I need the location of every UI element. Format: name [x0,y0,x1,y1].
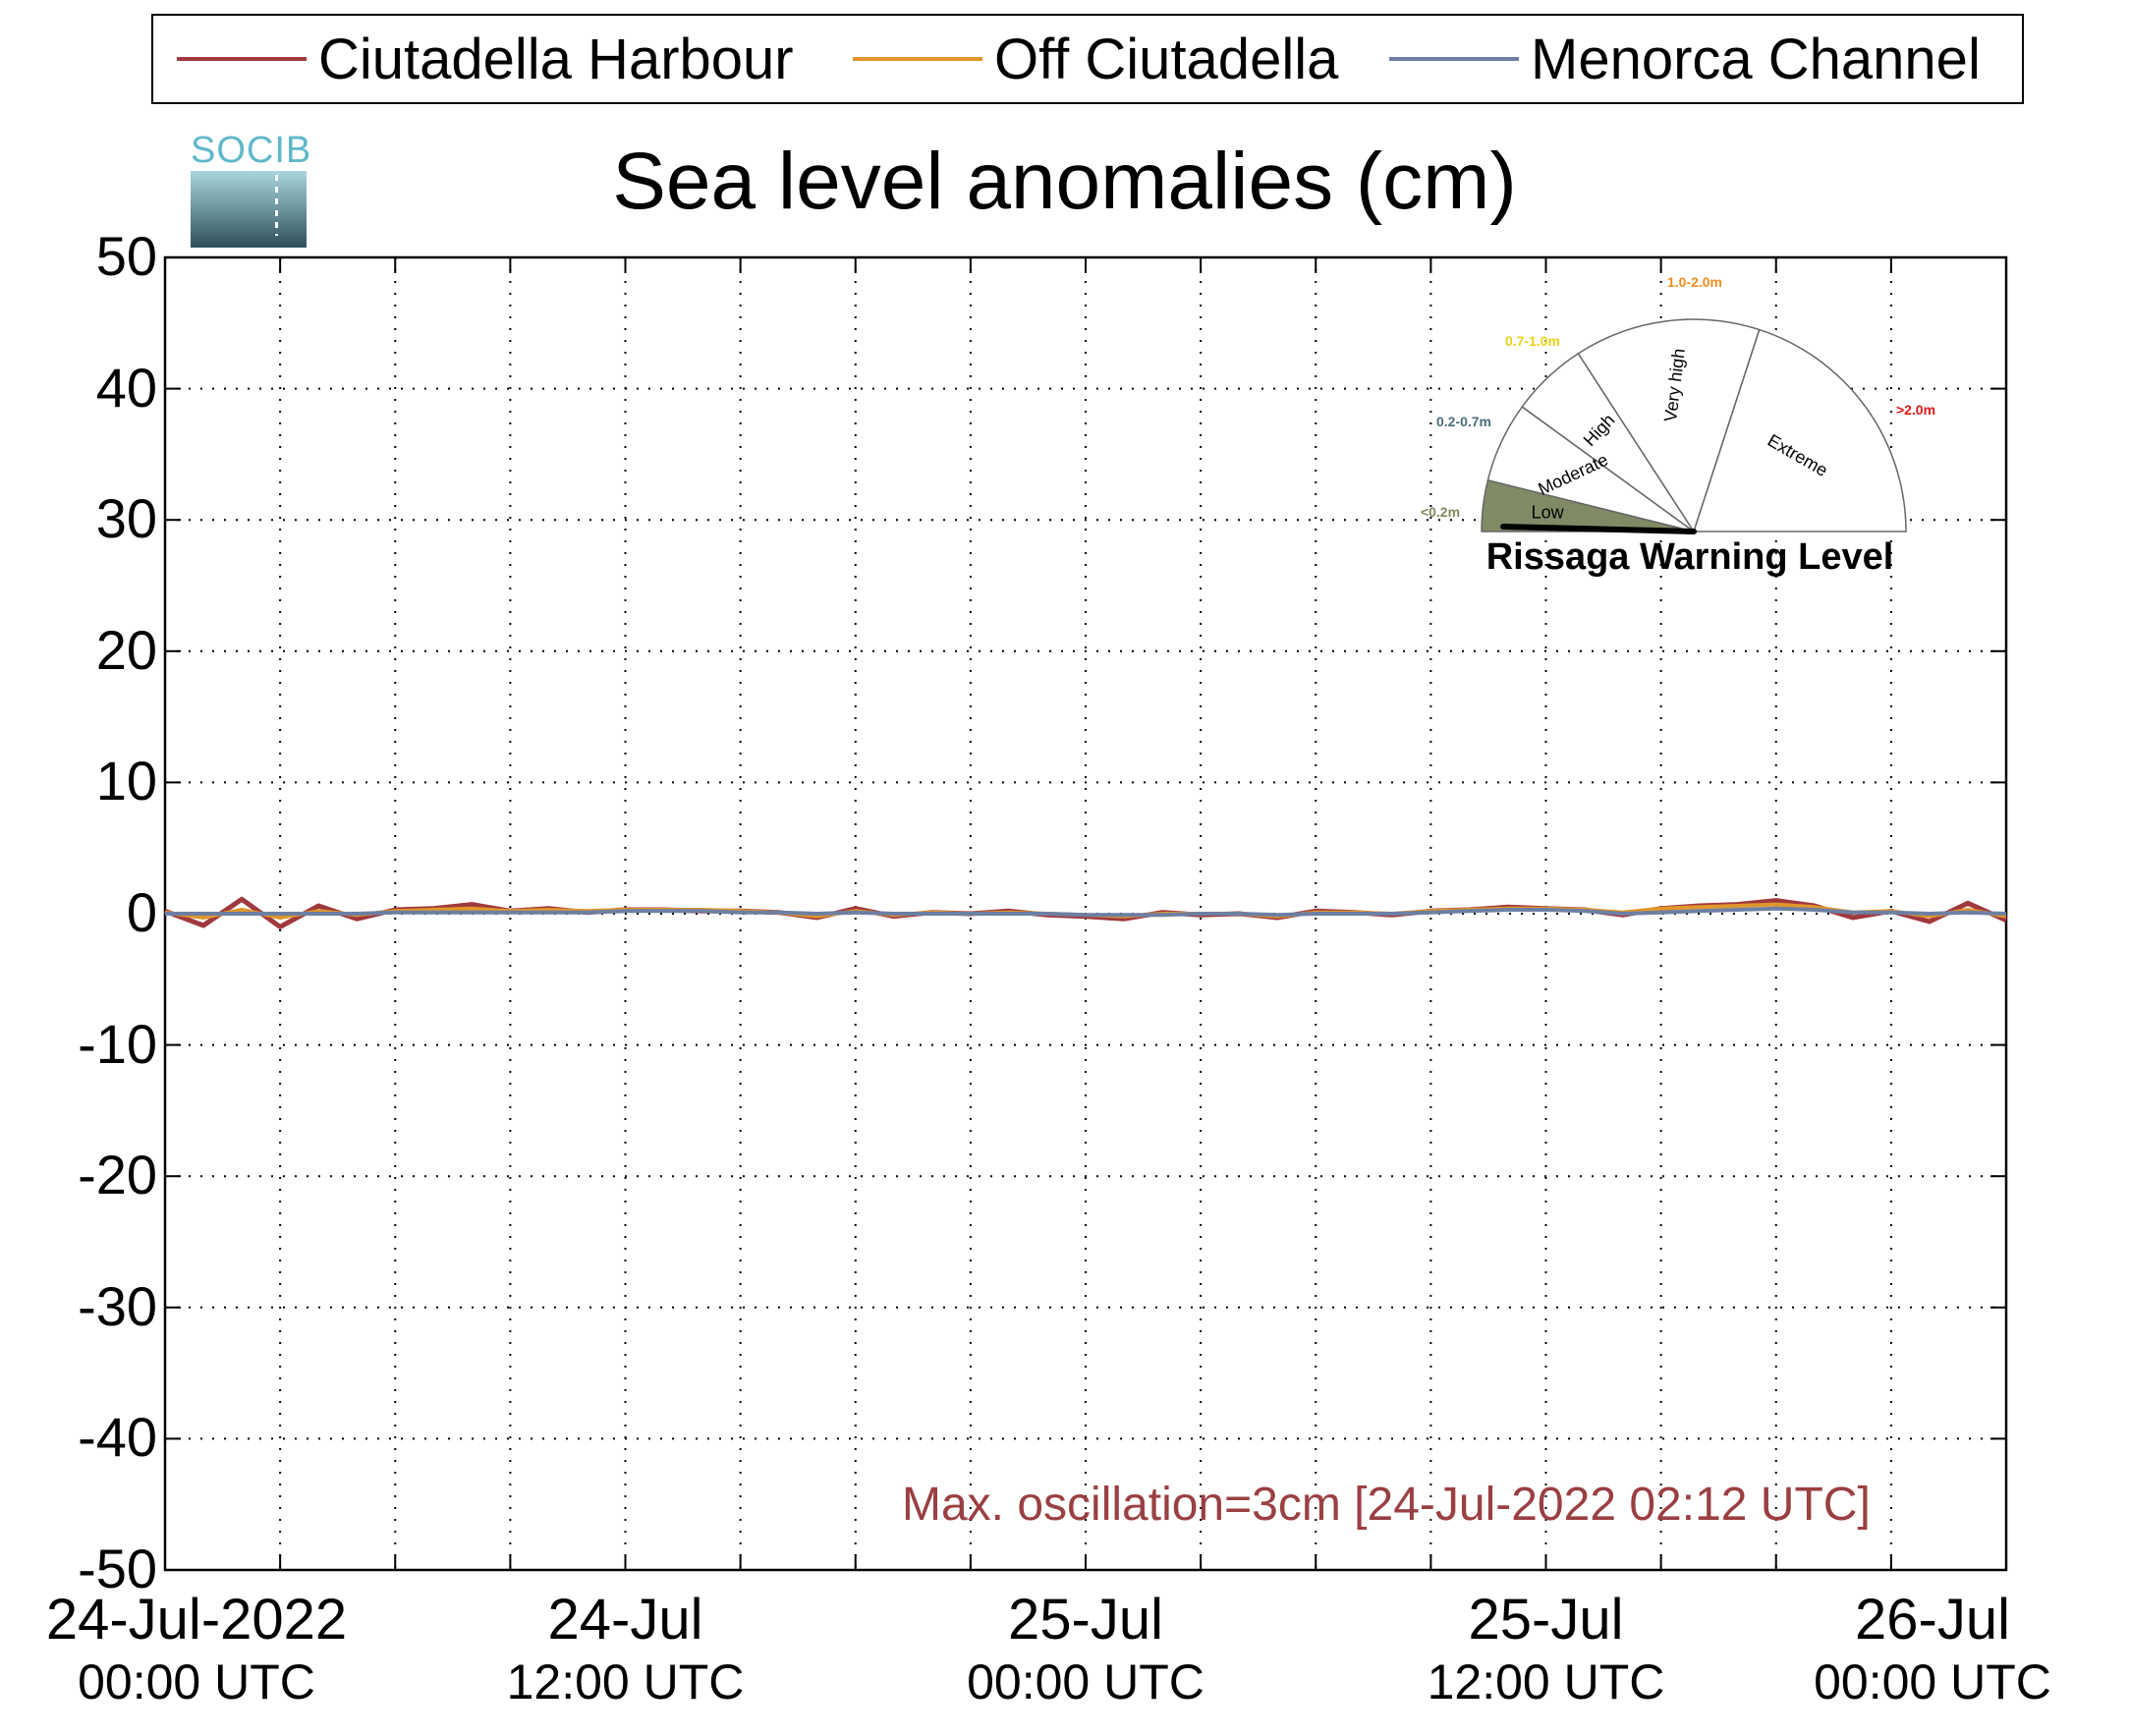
y-tick-label: 0 [126,881,157,943]
gauge-range-label: >2.0m [1896,402,1935,418]
gauge-range-label: <0.2m [1421,504,1460,520]
y-tick-label: 40 [95,356,157,419]
x-tick-time: 00:00 UTC [967,1654,1205,1709]
series-lines [164,896,2008,929]
legend-swatch [177,57,307,61]
legend-label: Menorca Channel [1531,27,1981,91]
y-tick-label: -50 [78,1538,157,1599]
y-tick-label: 20 [95,618,157,681]
y-tick-label: -30 [78,1274,157,1337]
series-line-menorca-channel [165,906,2007,918]
x-tick-time: 12:00 UTC [1427,1654,1665,1709]
gauge-sector-label: Low [1532,502,1565,522]
logo-wave-icon [191,171,307,248]
legend-swatch [1389,57,1519,61]
x-tick-date: 25-Jul [1468,1588,1624,1652]
max-oscillation-annotation: Max. oscillation=3cm [24-Jul-2022 02:12 … [902,1479,1871,1531]
gauge-range-label: 1.0-2.0m [1667,274,1722,290]
legend-label: Ciutadella Harbour [318,27,794,91]
gauge-range-label: 0.2-0.7m [1436,414,1491,429]
gauge-sector-extreme [1692,328,1907,532]
x-tick-date: 25-Jul [1008,1588,1163,1652]
legend-entry-ciutadella-harbour: Ciutadella Harbour [177,16,794,102]
y-tick-label: -40 [78,1406,157,1469]
x-tick-label: 26-Jul 00:00 UTC [1736,1588,2129,1711]
gauge-needle [1500,524,1697,534]
y-tick-label: 10 [95,750,157,812]
x-tick-label: 25-Jul 00:00 UTC [889,1588,1282,1711]
x-tick-time: 00:00 UTC [78,1654,315,1709]
legend-entry-menorca-channel: Menorca Channel [1389,16,1981,102]
x-tick-time: 12:00 UTC [506,1654,745,1709]
x-tick-label: 25-Jul 12:00 UTC [1350,1588,1743,1711]
legend-swatch [853,57,982,61]
y-tick-label: -20 [78,1144,157,1206]
gauge-sector-very-high [1577,318,1761,533]
legend: Ciutadella Harbour Off Ciutadella Menorc… [151,14,2024,104]
x-tick-date: 26-Jul [1855,1588,2010,1652]
legend-label: Off Ciutadella [994,27,1339,91]
y-tick-label: 30 [95,487,157,550]
y-tick-label: 50 [95,225,157,287]
y-tick-label: -10 [78,1012,157,1075]
gauge-range-label: 0.7-1.0m [1505,333,1560,349]
chart-title: Sea level anomalies (cm) [612,137,1517,226]
logo-text: SOCIB [191,130,312,171]
socib-logo: SOCIB [191,130,312,248]
gauge-title: Rissaga Warning Level [1485,536,1894,578]
x-tick-date: 24-Jul [547,1588,703,1652]
logo-gauge-icon [275,175,278,236]
x-tick-date: 24-Jul-2022 [45,1588,348,1652]
x-tick-time: 00:00 UTC [1814,1654,2051,1709]
legend-entry-off-ciutadella: Off Ciutadella [853,16,1338,102]
x-tick-label: 24-Jul 12:00 UTC [429,1588,822,1711]
x-tick-label: 24-Jul-2022 00:00 UTC [0,1588,393,1711]
